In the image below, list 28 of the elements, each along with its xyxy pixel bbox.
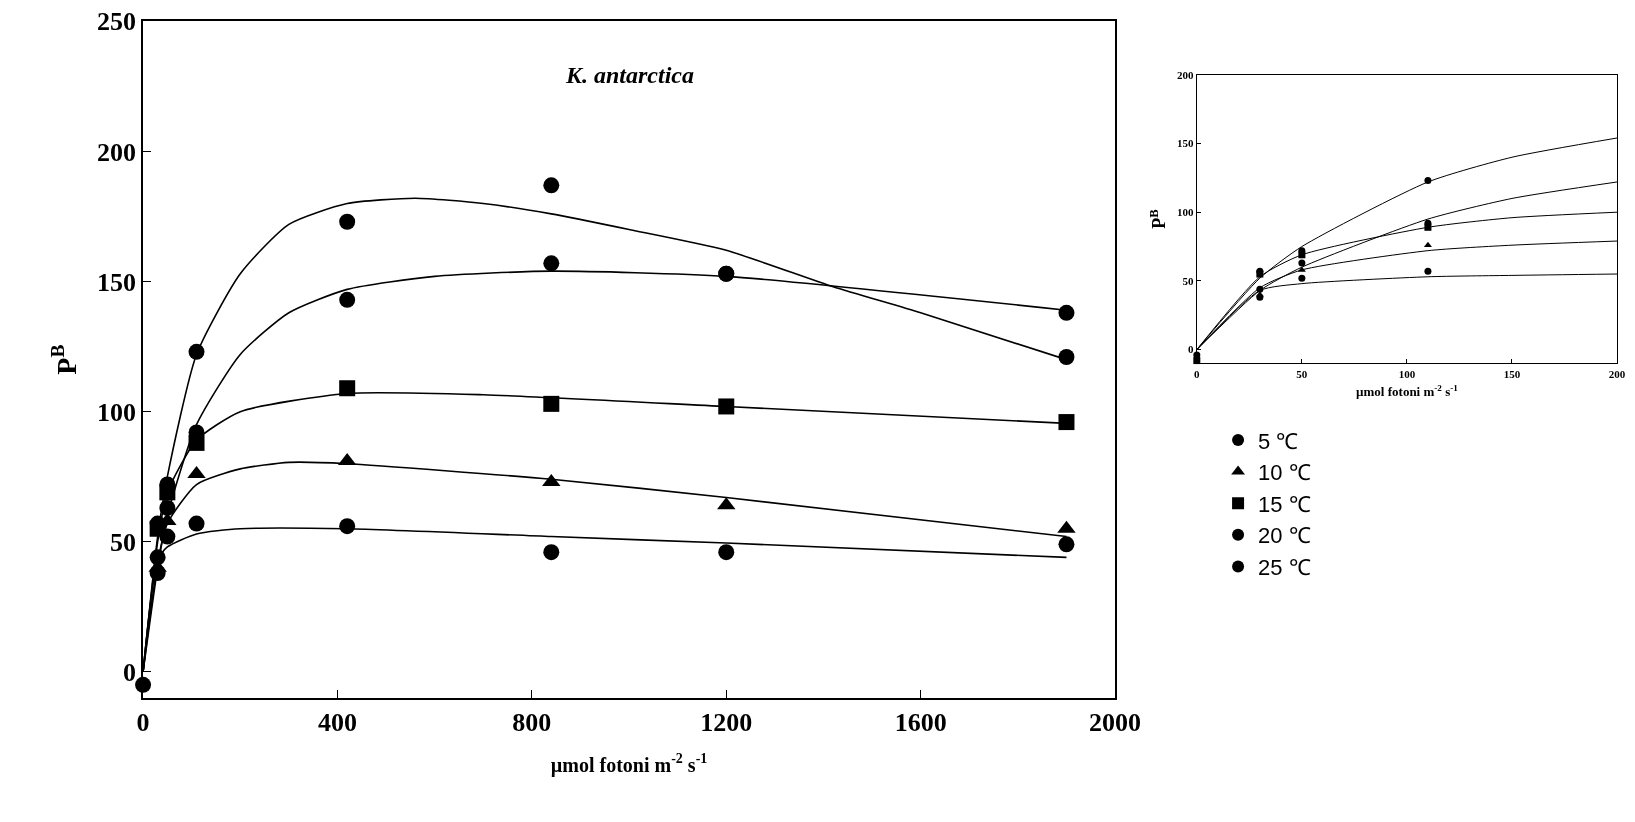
y-tick-label: 0 [1188,343,1195,356]
y-tick-label: 250 [97,7,137,37]
y-tick-label: 200 [97,137,137,167]
x-axis-title: µmol fotoni m$^{-2}$ s$^{-1}$ [550,751,708,777]
x-tick-label: 1600 [894,707,947,737]
legend-label: 5 ℃ [1258,428,1299,454]
x-tick-label: 150 [1503,367,1521,380]
legend-label: 10 ℃ [1258,460,1311,486]
y-tick-label: 50 [110,527,137,557]
legend-label: 25 ℃ [1258,555,1311,580]
x-tick-label: 200 [1608,367,1626,380]
y-tick-label: 0 [123,657,137,687]
x-tick-label: 400 [317,707,357,737]
y-tick-label: 100 [1177,206,1195,219]
x-tick-label: 2000 [1089,707,1142,737]
x-axis-title: µmol fotoni m$^{-2}$ s$^{-1}$ [1356,382,1459,400]
x-tick-label: 100 [1398,367,1416,380]
x-tick-label: 1200 [700,707,753,737]
y-tick-label: 50 [1182,274,1195,287]
y-tick-label: 200 [1177,68,1195,81]
y-tick-label: 150 [1177,137,1195,150]
x-tick-label: 800 [512,707,552,737]
legend-label: 15 ℃ [1258,491,1311,517]
legend-label: 20 ℃ [1258,523,1311,549]
text: K. antarctica [565,62,695,88]
y-tick-label: 100 [97,397,137,427]
y-tick-label: 150 [97,267,137,297]
x-tick-label: 50 [1296,367,1308,380]
